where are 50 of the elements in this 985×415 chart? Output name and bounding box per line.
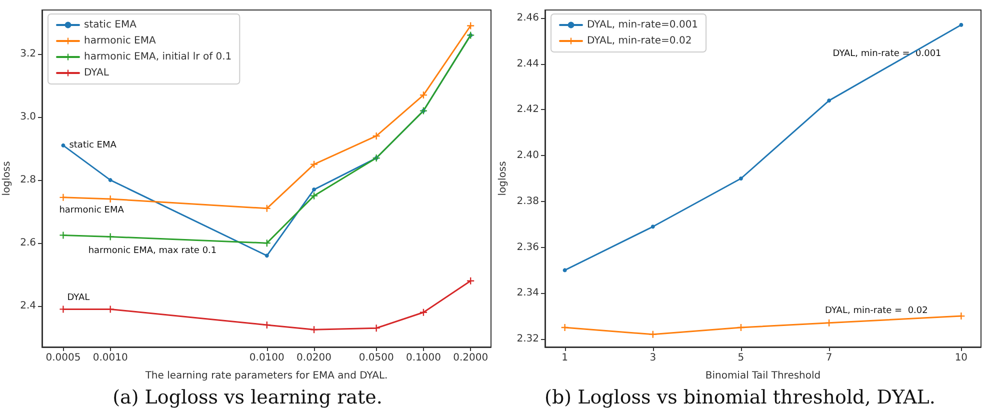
x-tick-label: 5 bbox=[738, 352, 744, 364]
point bbox=[959, 22, 964, 27]
y-tick-label: 2.8 bbox=[20, 174, 36, 186]
y-tick-label: 2.44 bbox=[516, 58, 539, 70]
y-tick-label: 2.36 bbox=[516, 242, 539, 253]
point bbox=[561, 324, 568, 332]
x-tick-label: 0.0200 bbox=[296, 352, 332, 364]
y-tick-label: 2.42 bbox=[516, 104, 539, 116]
point bbox=[738, 176, 743, 180]
x-tick-label: 0.0010 bbox=[92, 352, 128, 364]
annotation: static EMA bbox=[69, 140, 118, 150]
point bbox=[958, 312, 965, 320]
legend-label: DYAL, min-rate=0.02 bbox=[587, 36, 692, 46]
point bbox=[650, 224, 655, 229]
annotation: DYAL bbox=[67, 293, 90, 304]
x-axis-title: The learning rate parameters for EMA and DYAL. bbox=[144, 370, 388, 382]
annotation: harmonic EMA, max rate 0.1 bbox=[88, 246, 217, 256]
legend-label: static EMA bbox=[84, 20, 137, 30]
legend-label: DYAL, min-rate=0.001 bbox=[587, 20, 698, 30]
y-tick-label: 3.0 bbox=[20, 112, 36, 123]
y-tick-label: 2.6 bbox=[20, 238, 36, 249]
annotation: DYAL, min-rate = 0.001 bbox=[832, 48, 942, 59]
text: (b) Logloss vs binomial threshold, DYAL. bbox=[544, 386, 936, 408]
y-tick-label: 2.34 bbox=[516, 288, 539, 299]
x-tick-label: 0.0005 bbox=[46, 352, 81, 364]
y-axis-title: logloss bbox=[498, 161, 508, 196]
y-tick-label: 2.46 bbox=[516, 12, 539, 24]
x-tick-label: 10 bbox=[954, 352, 968, 364]
y-tick-label: 2.32 bbox=[516, 333, 539, 344]
legend-label: harmonic EMA bbox=[84, 36, 156, 46]
y-tick-label: 2.40 bbox=[516, 150, 539, 162]
x-tick-label: 0.0100 bbox=[249, 352, 284, 364]
y-tick-label: 3.2 bbox=[20, 48, 36, 60]
y-axis-title: logloss bbox=[2, 161, 12, 196]
x-tick-label: 0.2000 bbox=[453, 352, 488, 364]
x-tick-label: 7 bbox=[826, 352, 832, 364]
x-tick-label: 3 bbox=[650, 352, 656, 364]
annotation: DYAL, min-rate = 0.02 bbox=[825, 306, 928, 316]
annotation: harmonic EMA bbox=[59, 205, 125, 216]
x-tick-label: 0.0500 bbox=[358, 352, 394, 364]
y-tick-label: 2.4 bbox=[20, 300, 36, 312]
x-axis-title: Binomial Tail Threshold bbox=[705, 370, 821, 382]
x-tick-label: 1 bbox=[562, 352, 568, 364]
text: (a) Logloss vs learning rate. bbox=[112, 386, 382, 408]
legend-label: harmonic EMA, initial lr of 0.1 bbox=[84, 52, 232, 62]
legend-label: DYAL bbox=[84, 68, 110, 78]
point bbox=[827, 98, 832, 103]
point bbox=[562, 268, 567, 272]
x-tick-label: 0.1000 bbox=[406, 352, 441, 364]
y-tick-label: 2.38 bbox=[516, 196, 539, 207]
